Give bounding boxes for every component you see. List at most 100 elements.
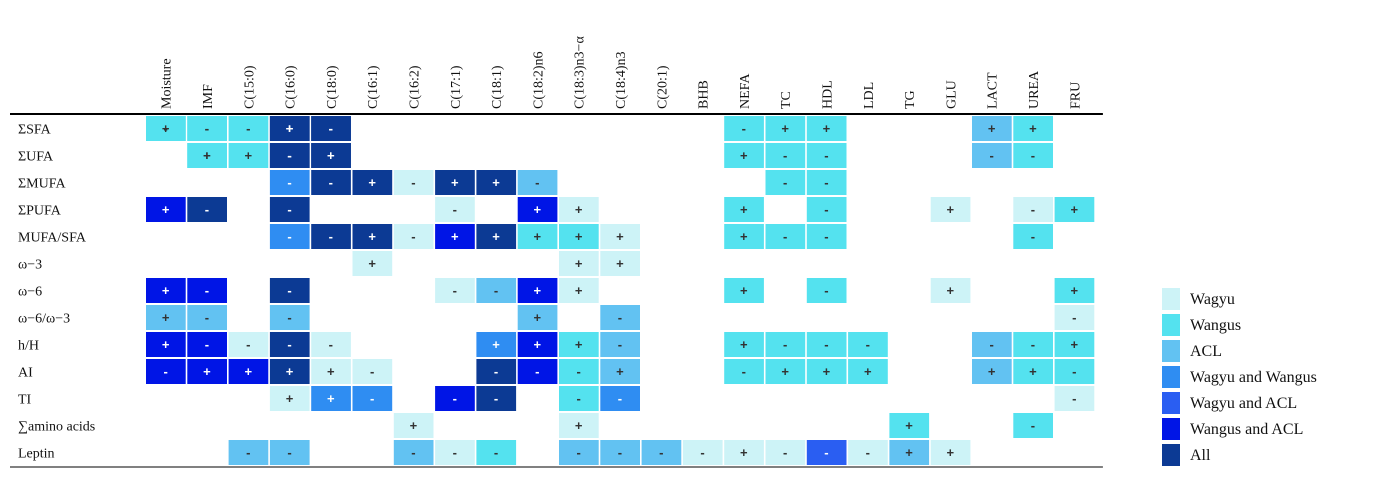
heatmap-cell xyxy=(724,143,764,168)
heatmap-cell xyxy=(600,440,640,465)
cell-sign: + xyxy=(492,229,500,244)
heatmap-cell xyxy=(724,332,764,357)
column-labels: Moisture IMF C(15:0) C(16:0) C(18:0) C(16:1) C… xyxy=(160,36,1084,109)
heatmap-cell xyxy=(228,440,269,465)
heatmap-cell xyxy=(559,332,599,357)
cell-sign: + xyxy=(947,283,955,298)
cell-sign: + xyxy=(203,148,211,163)
cell-sign: - xyxy=(287,175,291,190)
cell-sign: + xyxy=(740,283,748,298)
heatmap-cell xyxy=(269,116,310,141)
column-label: C(18:4)n3 xyxy=(614,51,629,109)
heatmap-cell xyxy=(435,278,475,303)
heatmap-cell xyxy=(435,197,475,222)
cell-sign: + xyxy=(244,364,252,379)
heatmap-cell xyxy=(228,332,269,357)
cell-sign: - xyxy=(411,175,415,190)
cell-sign: - xyxy=(453,391,457,406)
heatmap-cell xyxy=(1013,116,1053,141)
cell-sign: - xyxy=(370,391,374,406)
cell-sign: + xyxy=(327,364,335,379)
cell-sign: + xyxy=(534,337,542,352)
column-label: C(18:3)n3−α xyxy=(573,36,588,109)
heatmap-cell xyxy=(1013,413,1053,438)
heatmap-cell xyxy=(559,359,599,384)
heatmap-cell xyxy=(146,278,186,303)
column-label: C(18:1) xyxy=(490,65,505,109)
legend-label: Wangus and ACL xyxy=(1190,421,1303,438)
heatmap-cell xyxy=(476,278,517,303)
cell-sign: - xyxy=(329,337,333,352)
heatmap-cell xyxy=(765,440,806,465)
cell-sign: - xyxy=(742,364,746,379)
heatmap-cell xyxy=(269,278,310,303)
cell-sign: - xyxy=(494,364,498,379)
column-label: C(15:0) xyxy=(242,65,257,109)
heatmap-cell xyxy=(848,332,888,357)
heatmap-cell xyxy=(641,440,682,465)
cell-sign: + xyxy=(286,364,294,379)
cell-sign: + xyxy=(203,148,211,163)
heatmap-cell xyxy=(559,224,599,249)
cell-sign: + xyxy=(988,121,996,136)
heatmap-cell xyxy=(311,224,351,249)
heatmap-cell xyxy=(146,197,186,222)
heatmap-cell xyxy=(600,224,640,249)
row-label: AI xyxy=(18,366,33,381)
heatmap-cell xyxy=(765,224,806,249)
heatmap-cell xyxy=(724,359,764,384)
cell-sign: + xyxy=(740,229,748,244)
legend-label: All xyxy=(1190,447,1211,464)
cell-sign: - xyxy=(329,175,333,190)
column-label: C(20:1) xyxy=(655,65,670,109)
heatmap-signs: + + - + - - - - - - + + + + - - + + + + + + - - - - - - + - + + - - - + - - - +… xyxy=(162,121,1079,460)
heatmap-cell xyxy=(228,116,269,141)
cell-sign: - xyxy=(329,121,333,136)
column-label: C(18:0) xyxy=(325,65,340,109)
cell-sign: - xyxy=(659,445,663,460)
cell-sign: + xyxy=(781,364,789,379)
heatmap-cell xyxy=(352,224,393,249)
cell-sign: + xyxy=(1029,121,1037,136)
heatmap-cell xyxy=(311,332,351,357)
cell-sign: + xyxy=(162,121,170,136)
heatmap-cell xyxy=(517,197,558,222)
cell-sign: - xyxy=(824,283,828,298)
cell-sign: + xyxy=(327,391,335,406)
column-label: HDL xyxy=(820,80,835,109)
cell-sign: - xyxy=(618,337,622,352)
heatmap-cell xyxy=(187,143,227,168)
heatmap-cell xyxy=(806,359,847,384)
cell-sign: - xyxy=(783,175,787,190)
heatmap-cell xyxy=(765,332,806,357)
cell-sign: - xyxy=(205,310,209,325)
row-label: ω−3 xyxy=(18,258,42,273)
row-label: ΣMUFA xyxy=(18,177,66,192)
heatmap-cell xyxy=(559,413,599,438)
legend-swatch xyxy=(1162,392,1180,414)
heatmap-cell xyxy=(765,170,806,195)
cell-sign: - xyxy=(287,445,291,460)
heatmap-cell xyxy=(724,278,764,303)
heatmap-cell xyxy=(352,386,393,411)
heatmap-cell xyxy=(146,359,186,384)
cell-sign: + xyxy=(947,202,955,217)
row-label: ΣSFA xyxy=(18,123,52,138)
legend-label: Wagyu xyxy=(1190,291,1235,308)
heatmap-cell xyxy=(1054,359,1095,384)
heatmap-cell xyxy=(517,170,558,195)
heatmap-cell xyxy=(1054,278,1095,303)
cell-sign: + xyxy=(162,310,170,325)
heatmap-cell xyxy=(1054,197,1095,222)
heatmap-cell xyxy=(476,386,517,411)
heatmap-cell xyxy=(393,440,434,465)
heatmap-cell xyxy=(393,413,434,438)
heatmap-cell xyxy=(187,197,227,222)
column-label: LACT xyxy=(986,72,1001,109)
column-label: C(16:2) xyxy=(407,65,422,109)
cell-sign: + xyxy=(244,148,252,163)
heatmap-cell xyxy=(517,224,558,249)
cell-sign: + xyxy=(534,202,542,217)
heatmap-cell xyxy=(269,359,310,384)
